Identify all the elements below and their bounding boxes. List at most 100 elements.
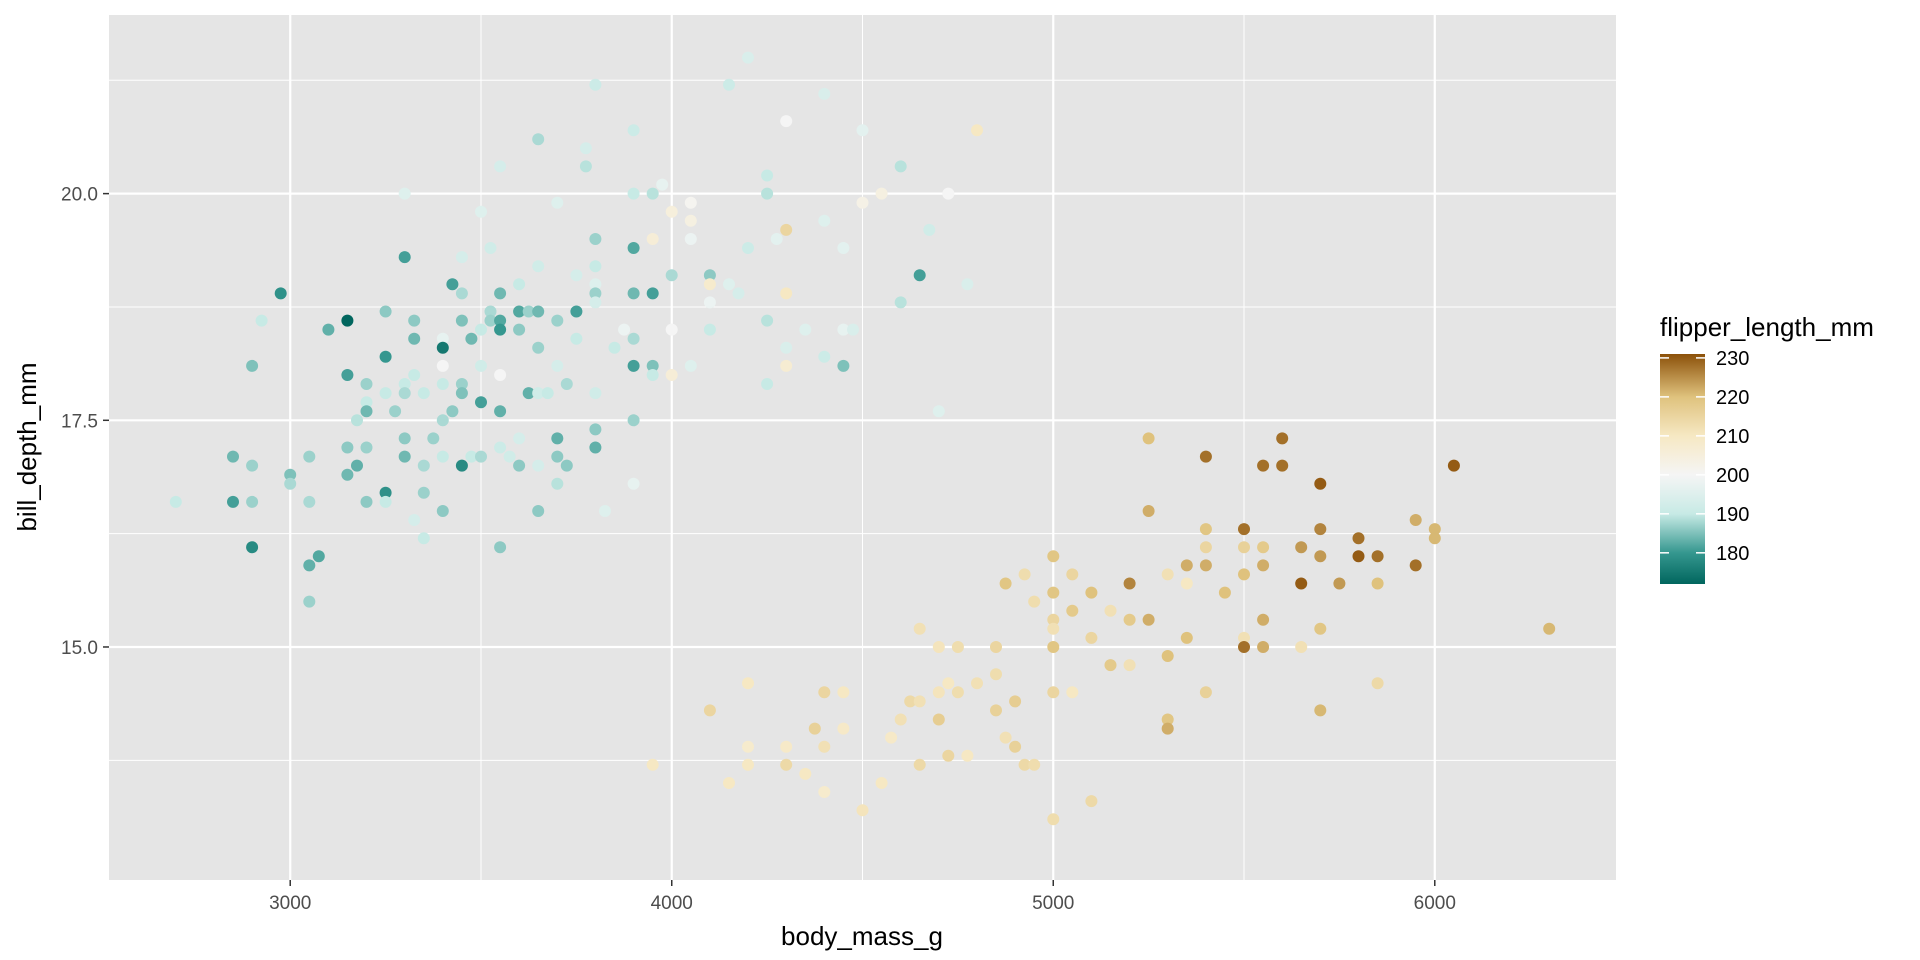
data-point xyxy=(589,296,602,309)
data-point xyxy=(417,486,430,499)
data-point xyxy=(589,260,602,273)
data-point xyxy=(951,686,964,699)
data-point xyxy=(589,387,602,400)
data-point xyxy=(455,287,468,300)
data-point xyxy=(818,214,831,227)
data-point xyxy=(360,495,373,508)
data-point xyxy=(723,278,735,291)
data-point xyxy=(1199,541,1212,554)
data-point xyxy=(436,414,449,427)
data-point xyxy=(627,287,640,300)
data-point xyxy=(513,278,526,291)
data-point xyxy=(570,269,583,282)
data-point xyxy=(847,323,859,336)
data-points xyxy=(169,51,1556,826)
data-point xyxy=(894,713,907,726)
data-point xyxy=(560,378,573,390)
data-point xyxy=(1295,641,1308,653)
data-point xyxy=(560,459,573,472)
data-point xyxy=(971,124,983,137)
data-point xyxy=(932,641,945,653)
data-point xyxy=(665,269,678,282)
data-point xyxy=(475,450,487,463)
data-point xyxy=(398,387,411,400)
data-point xyxy=(475,359,487,372)
x-tick-label: 4000 xyxy=(651,893,693,914)
data-point xyxy=(589,441,602,454)
data-point xyxy=(618,323,631,336)
data-point xyxy=(665,323,678,336)
data-point xyxy=(551,359,564,372)
data-point xyxy=(1047,622,1060,635)
y-tick-label: 17.5 xyxy=(61,411,98,432)
data-point xyxy=(646,369,659,381)
data-point xyxy=(656,178,669,191)
data-point xyxy=(494,287,507,300)
data-point xyxy=(341,369,354,381)
data-point xyxy=(1238,641,1250,653)
data-point xyxy=(1199,686,1212,699)
data-point xyxy=(1314,622,1327,635)
x-tick-label: 6000 xyxy=(1414,893,1456,914)
data-point xyxy=(904,695,917,708)
data-point xyxy=(465,332,478,345)
data-point xyxy=(703,269,716,282)
data-point xyxy=(551,432,564,445)
data-point xyxy=(1371,677,1384,690)
data-point xyxy=(360,405,373,418)
data-point xyxy=(856,804,869,817)
data-point xyxy=(742,758,754,771)
legend-tick-label: 190 xyxy=(1716,504,1749,526)
data-point xyxy=(541,387,554,400)
data-point xyxy=(503,450,516,463)
data-point xyxy=(1142,505,1155,517)
data-point xyxy=(703,296,716,309)
data-point xyxy=(684,359,697,372)
data-point xyxy=(351,459,363,472)
data-point xyxy=(246,359,259,372)
data-point xyxy=(1028,758,1041,771)
data-point xyxy=(322,323,335,336)
data-point xyxy=(627,332,640,345)
legend-tick-label: 220 xyxy=(1716,387,1749,409)
data-point xyxy=(837,242,850,254)
data-point xyxy=(646,287,659,300)
data-point xyxy=(1066,604,1079,617)
data-point xyxy=(1276,459,1289,472)
data-point xyxy=(341,468,354,481)
data-point xyxy=(742,740,754,753)
data-point xyxy=(646,233,659,245)
data-point xyxy=(818,686,831,699)
data-point xyxy=(913,695,926,708)
data-point xyxy=(913,622,926,635)
data-point xyxy=(274,287,287,300)
data-point xyxy=(532,260,545,273)
data-point xyxy=(646,187,659,200)
data-point xyxy=(1333,577,1346,590)
data-point xyxy=(398,378,411,390)
data-point xyxy=(761,378,774,390)
data-point xyxy=(312,550,325,563)
data-point xyxy=(408,369,421,381)
data-point xyxy=(761,187,774,200)
data-point xyxy=(599,505,611,517)
data-point xyxy=(1257,641,1270,653)
data-point xyxy=(513,459,526,472)
legend: flipper_length_mm 180 190 200 210 220 230 xyxy=(1660,312,1874,584)
y-tick-label: 20.0 xyxy=(61,185,98,206)
data-point xyxy=(942,187,955,200)
data-point xyxy=(913,269,926,282)
data-point xyxy=(465,450,478,463)
legend-ticks: 180 190 200 210 220 230 xyxy=(1660,348,1749,565)
data-point xyxy=(579,142,592,155)
data-point xyxy=(627,359,640,372)
data-point xyxy=(1085,586,1098,599)
data-point xyxy=(1066,568,1079,581)
data-point xyxy=(436,450,449,463)
data-point xyxy=(627,477,640,490)
data-point xyxy=(990,668,1002,681)
data-point xyxy=(522,305,535,318)
data-point xyxy=(417,459,430,472)
data-point xyxy=(885,731,898,744)
data-point xyxy=(389,405,402,418)
